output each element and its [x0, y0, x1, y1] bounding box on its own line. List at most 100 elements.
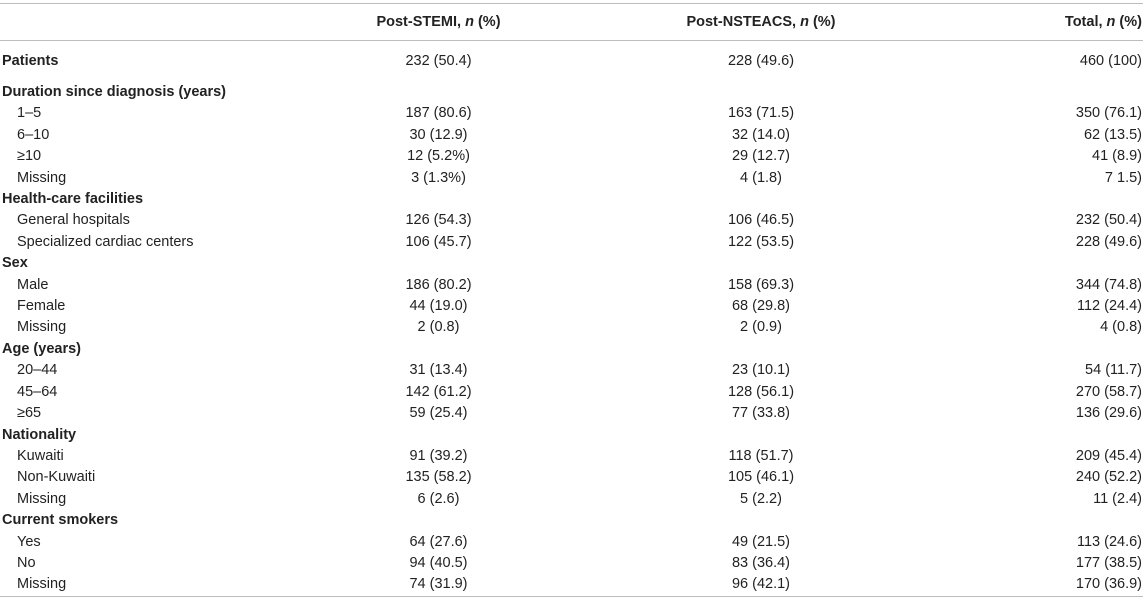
total-value: 136 (29.6) — [1075, 405, 1142, 422]
header-post-stemi-n: n — [465, 14, 474, 30]
total-value: 7 1.5) — [1104, 169, 1142, 186]
total-value: 209 (45.4) — [1075, 447, 1142, 464]
post-nsteacs-value: 106 (46.5) — [727, 212, 795, 229]
table-row: 6–10 30 (12.9) 32 (14.0) 62 (13.5) — [0, 125, 1143, 146]
post-stemi-value: 74 (31.9) — [290, 574, 587, 597]
header-label-col — [0, 3, 290, 41]
table-row: ≥65 59 (25.4) 77 (33.8) 136 (29.6) — [0, 403, 1143, 424]
patients-post-nsteacs: 228 (49.6) — [727, 52, 795, 69]
section-title: Nationality — [2, 426, 77, 443]
section-header-empty-cell — [290, 189, 587, 210]
post-nsteacs-value: 5 (2.2) — [740, 490, 782, 507]
total-value: 4 (0.8) — [1100, 319, 1142, 336]
row-label: Missing — [0, 574, 290, 597]
header-post-nsteacs: Post-NSTEACS, n (%) — [587, 3, 935, 41]
section-header-row: Nationality — [0, 425, 1143, 446]
post-stemi-value: 64 (27.6) — [409, 533, 468, 550]
patients-post-stemi: 232 (50.4) — [405, 52, 472, 69]
row-label: Female — [17, 298, 66, 315]
post-stemi-value: 187 (80.6) — [405, 105, 472, 122]
table-row: Missing 6 (2.6) 5 (2.2) 11 (2.4) — [0, 489, 1143, 510]
total-value: 62 (13.5) — [1083, 126, 1142, 143]
section-title: Health-care facilities — [2, 191, 144, 208]
header-total-suffix: (%) — [1115, 14, 1142, 30]
table-row: Male 186 (80.2) 158 (69.3) 344 (74.8) — [0, 275, 1143, 296]
row-label: Missing — [17, 319, 67, 336]
post-nsteacs-value: 105 (46.1) — [727, 469, 795, 486]
baseline-characteristics-table: Post-STEMI, n (%) Post-NSTEACS, n (%) To… — [0, 3, 1143, 597]
section-header-row: Sex — [0, 253, 1143, 274]
row-label: Missing — [17, 169, 67, 186]
table-row: ≥10 12 (5.2%) 29 (12.7) 41 (8.9) — [0, 146, 1143, 167]
post-stemi-value: 12 (5.2%) — [407, 148, 470, 165]
header-post-nsteacs-n: n — [800, 14, 809, 30]
header-post-stemi-prefix: Post-STEMI, — [376, 14, 466, 30]
section-title: Duration since diagnosis (years) — [2, 84, 227, 100]
table-row: Missing 74 (31.9) 96 (42.1) 170 (36.9) — [0, 574, 1143, 597]
row-label: 45–64 — [17, 383, 58, 400]
total-value: 270 (58.7) — [1075, 383, 1142, 400]
total-value: 113 (24.6) — [1076, 533, 1142, 550]
section-header-empty-cell — [290, 339, 587, 360]
section-title: Current smokers — [2, 512, 119, 529]
total-value: 177 (38.5) — [1075, 554, 1142, 571]
section-header-empty-cell — [935, 510, 1143, 531]
section-header-row: Health-care facilities — [0, 189, 1143, 210]
table-row: General hospitals 126 (54.3) 106 (46.5) 232… — [0, 210, 1143, 231]
total-value: 344 (74.8) — [1075, 276, 1142, 293]
table-row: Missing 2 (0.8) 2 (0.9) 4 (0.8) — [0, 317, 1143, 338]
post-stemi-value: 106 (45.7) — [405, 233, 472, 250]
header-row: Post-STEMI, n (%) Post-NSTEACS, n (%) To… — [0, 3, 1143, 41]
table-header: Post-STEMI, n (%) Post-NSTEACS, n (%) To… — [0, 3, 1143, 41]
total-value: 232 (50.4) — [1075, 212, 1142, 229]
total-value: 54 (11.7) — [1085, 362, 1142, 379]
row-label: Specialized cardiac centers — [17, 233, 194, 250]
row-label: Non-Kuwaiti — [17, 469, 96, 486]
table-row: Yes 64 (27.6) 49 (21.5) 113 (24.6) — [0, 532, 1143, 553]
section-header-empty-cell — [935, 339, 1143, 360]
row-label: 20–44 — [17, 362, 58, 379]
post-stemi-value: 44 (19.0) — [409, 298, 468, 315]
total-value: 240 (52.2) — [1075, 469, 1142, 486]
section-header-empty-cell — [587, 510, 935, 531]
section-header-empty-cell — [935, 189, 1143, 210]
post-nsteacs-value: 96 (42.1) — [587, 574, 935, 597]
post-stemi-value: 31 (13.4) — [409, 362, 468, 379]
table-row: Specialized cardiac centers 106 (45.7) 122… — [0, 232, 1143, 253]
table-row: No 94 (40.5) 83 (36.4) 177 (38.5) — [0, 553, 1143, 574]
section-header-empty-cell — [290, 253, 587, 274]
row-label: 6–10 — [17, 126, 50, 143]
row-label: Male — [17, 276, 49, 293]
table-row: Non-Kuwaiti 135 (58.2) 105 (46.1) 240 (52.2… — [0, 467, 1143, 488]
table-row: Kuwaiti 91 (39.2) 118 (51.7) 209 (45.4) — [0, 446, 1143, 467]
section-header-empty-cell — [587, 425, 935, 446]
table-row: 45–64 142 (61.2) 128 (56.1) 270 (58.7) — [0, 382, 1143, 403]
section-header-row: Current smokers — [0, 510, 1143, 531]
row-label: Kuwaiti — [17, 447, 64, 464]
post-stemi-value: 59 (25.4) — [409, 405, 468, 422]
post-stemi-value: 30 (12.9) — [409, 126, 468, 143]
patients-row: Patients 232 (50.4) 228 (49.6) 460 (100) — [0, 41, 1143, 83]
row-label: No — [17, 554, 36, 571]
post-stemi-value: 186 (80.2) — [405, 276, 472, 293]
total-value: 112 (24.4) — [1076, 298, 1142, 315]
section-header-empty-cell — [587, 189, 935, 210]
post-nsteacs-value: 83 (36.4) — [731, 554, 791, 571]
row-label: Yes — [17, 533, 41, 550]
table-row: 1–5 187 (80.6) 163 (71.5) 350 (76.1) — [0, 103, 1143, 124]
post-stemi-value: 2 (0.8) — [417, 319, 460, 336]
total-value: 170 (36.9) — [935, 574, 1143, 597]
post-stemi-value: 94 (40.5) — [409, 554, 468, 571]
post-stemi-value: 135 (58.2) — [405, 469, 472, 486]
post-stemi-value: 126 (54.3) — [405, 212, 472, 229]
header-post-nsteacs-suffix: (%) — [808, 14, 836, 30]
header-total-n: n — [1106, 14, 1116, 30]
section-header-empty-cell — [935, 82, 1143, 103]
total-value: 41 (8.9) — [1092, 148, 1142, 165]
post-nsteacs-value: 4 (1.8) — [740, 169, 782, 186]
post-stemi-value: 142 (61.2) — [405, 383, 472, 400]
row-label: General hospitals — [17, 212, 130, 229]
section-header-empty-cell — [587, 253, 935, 274]
section-header-row: Duration since diagnosis (years) — [0, 82, 1143, 103]
